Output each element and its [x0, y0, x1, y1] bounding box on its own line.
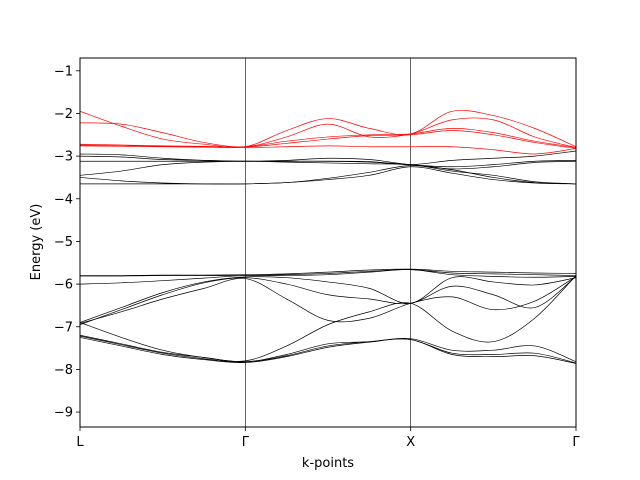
valence-band-line — [80, 269, 576, 285]
valence-band-line — [80, 275, 576, 362]
y-tick-label: −9 — [54, 406, 73, 421]
conduction-band-line — [80, 130, 576, 149]
valence-band-line — [80, 276, 576, 324]
y-axis-ticks: −9 −8 −7 −6 −5 −4 −3 −2 −1 — [54, 64, 80, 421]
y-tick-label: −8 — [54, 363, 73, 378]
y-tick-label: −2 — [54, 107, 73, 122]
x-axis-label: k-points — [302, 456, 354, 471]
plot-frame — [79, 57, 577, 428]
valence-band-line — [80, 276, 576, 323]
y-axis-label: Energy (eV) — [29, 204, 44, 281]
y-tick-label: −6 — [54, 278, 73, 293]
y-tick-label: −7 — [54, 320, 73, 335]
x-tick-label: L — [76, 435, 84, 450]
valence-band-line — [80, 160, 576, 170]
valence-band-line — [80, 276, 576, 325]
conduction-band-line — [80, 128, 576, 148]
x-tick-label: Γ — [242, 435, 250, 450]
valence-band-line — [80, 335, 576, 364]
y-tick-label: −4 — [54, 192, 73, 207]
y-tick-label: −5 — [54, 235, 73, 250]
conduction-band-line — [80, 109, 576, 148]
valence-band-line — [80, 334, 576, 363]
valence-band-line — [80, 268, 576, 276]
valence-band-line — [80, 166, 576, 185]
valence-band-line — [80, 160, 576, 185]
conduction-band-line — [80, 117, 576, 148]
band-lines — [80, 109, 576, 364]
valence-band-line — [80, 155, 576, 168]
y-tick-label: −3 — [54, 150, 73, 165]
conduction-band-line — [80, 145, 576, 155]
valence-band-line — [80, 269, 576, 277]
valence-band-line — [80, 337, 576, 364]
x-tick-label: Γ — [572, 435, 580, 450]
y-tick-label: −1 — [54, 64, 73, 79]
valence-band-line — [80, 165, 576, 185]
high-symmetry-lines — [245, 58, 411, 427]
x-tick-label: X — [406, 435, 415, 450]
